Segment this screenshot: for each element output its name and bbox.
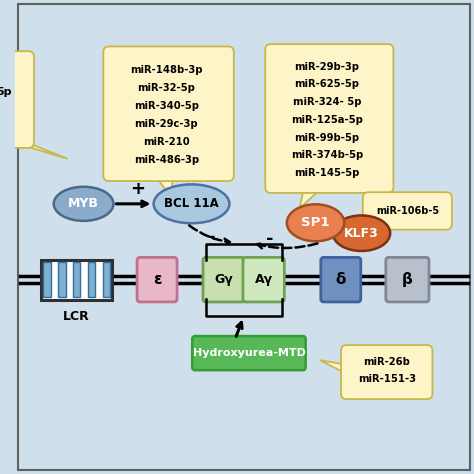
Text: miR-99b-5p: miR-99b-5p [294,133,360,143]
Text: miR-625-5p: miR-625-5p [294,79,359,90]
Text: miR-125a-5p: miR-125a-5p [291,115,363,125]
Text: KLF3: KLF3 [344,227,379,240]
Text: miR-486-3p: miR-486-3p [134,155,199,165]
FancyBboxPatch shape [243,257,284,302]
FancyBboxPatch shape [341,345,432,399]
FancyBboxPatch shape [321,257,361,302]
FancyBboxPatch shape [203,257,245,302]
Text: miR-324- 5p: miR-324- 5p [293,97,361,107]
Text: miR-32-5p: miR-32-5p [137,83,195,93]
Text: miR-340-5p: miR-340-5p [134,101,199,111]
Text: miR-148b-3p: miR-148b-3p [130,65,202,75]
Polygon shape [320,360,348,374]
Text: β: β [402,272,413,287]
FancyBboxPatch shape [265,44,393,193]
FancyBboxPatch shape [44,263,51,297]
Ellipse shape [154,184,229,223]
Text: BCL 11A: BCL 11A [164,197,219,210]
FancyBboxPatch shape [192,336,306,370]
Text: Hydroxyurea-MTD: Hydroxyurea-MTD [192,348,305,358]
Text: miR-106b-5: miR-106b-5 [376,206,439,216]
Ellipse shape [287,204,344,241]
FancyBboxPatch shape [88,263,95,297]
Text: MYB: MYB [68,197,99,210]
FancyBboxPatch shape [18,4,470,470]
Text: -: - [266,230,273,248]
FancyBboxPatch shape [103,263,110,297]
Text: Gγ: Gγ [214,273,233,286]
Text: miR-374b-5p: miR-374b-5p [291,151,363,161]
FancyBboxPatch shape [363,192,452,230]
Text: LCR: LCR [64,310,90,323]
FancyBboxPatch shape [73,263,81,297]
Polygon shape [357,211,378,227]
Text: miR-151-3: miR-151-3 [358,374,416,384]
Text: miR-26b: miR-26b [363,356,410,367]
Ellipse shape [54,187,113,221]
FancyBboxPatch shape [386,257,429,302]
Text: +: + [130,180,145,198]
Ellipse shape [333,215,390,251]
Text: miR-145-5p: miR-145-5p [294,168,360,178]
FancyBboxPatch shape [103,46,234,181]
Polygon shape [300,187,322,209]
FancyBboxPatch shape [137,257,177,302]
Text: miR-29c-3p: miR-29c-3p [135,119,198,129]
FancyBboxPatch shape [41,260,112,300]
Text: -: - [209,228,216,246]
Text: ε: ε [153,272,161,287]
Text: miR-29b-3p: miR-29b-3p [294,62,359,72]
Polygon shape [12,142,67,159]
FancyBboxPatch shape [0,51,34,148]
Text: 5p: 5p [0,87,12,98]
Polygon shape [155,175,173,197]
Text: SP1: SP1 [301,216,330,229]
FancyBboxPatch shape [58,263,65,297]
Text: δ: δ [336,272,346,287]
Text: miR-210: miR-210 [143,137,190,147]
Text: Aγ: Aγ [255,273,273,286]
